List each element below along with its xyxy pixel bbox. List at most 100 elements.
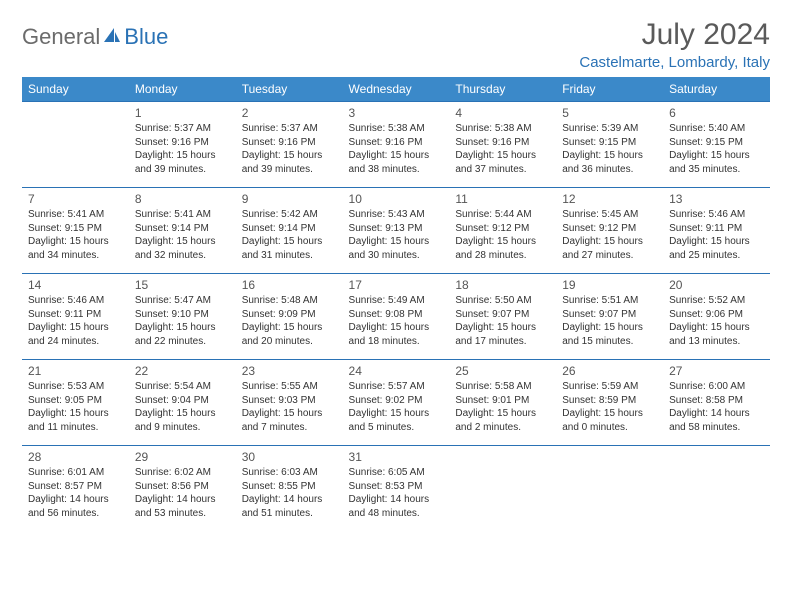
day-header: Sunday [22, 77, 129, 102]
day-info: Sunrise: 5:37 AMSunset: 9:16 PMDaylight:… [135, 122, 230, 176]
day-info: Sunrise: 5:57 AMSunset: 9:02 PMDaylight:… [349, 380, 444, 434]
day-number: 7 [28, 192, 123, 206]
day-number: 28 [28, 450, 123, 464]
calendar-cell: 11 Sunrise: 5:44 AMSunset: 9:12 PMDayligh… [449, 188, 556, 274]
day-number: 10 [349, 192, 444, 206]
day-info: Sunrise: 5:50 AMSunset: 9:07 PMDaylight:… [455, 294, 550, 348]
day-header: Friday [556, 77, 663, 102]
calendar-cell-empty [663, 446, 770, 532]
calendar-cell: 13 Sunrise: 5:46 AMSunset: 9:11 PMDayligh… [663, 188, 770, 274]
day-info: Sunrise: 6:00 AMSunset: 8:58 PMDaylight:… [669, 380, 764, 434]
logo-text-blue: Blue [124, 24, 168, 50]
location-text: Castelmarte, Lombardy, Italy [579, 54, 770, 71]
day-number: 17 [349, 278, 444, 292]
calendar-cell: 15Sunrise: 5:47 AMSunset: 9:10 PMDayligh… [129, 274, 236, 360]
day-number: 13 [669, 192, 764, 206]
logo-text-general: General [22, 24, 100, 50]
logo: General Blue [22, 24, 168, 50]
day-number: 24 [349, 364, 444, 378]
day-number: 1 [135, 106, 230, 120]
day-number: 29 [135, 450, 230, 464]
calendar-cell: 22 Sunrise: 5:54 AMSunset: 9:04 PMDayligh… [129, 360, 236, 446]
calendar-row: 28 Sunrise: 6:01 AMSunset: 8:57 PMDayligh… [22, 446, 770, 532]
day-info: Sunrise: 5:40 AMSunset: 9:15 PMDaylight:… [669, 122, 764, 176]
day-info: Sunrise: 5:38 AMSunset: 9:16 PMDaylight:… [455, 122, 550, 176]
calendar-body: 1 Sunrise: 5:37 AMSunset: 9:16 PMDaylight… [22, 102, 770, 532]
day-info: Sunrise: 5:41 AMSunset: 9:14 PMDaylight:… [135, 208, 230, 262]
calendar-cell: 1 Sunrise: 5:37 AMSunset: 9:16 PMDaylight… [129, 102, 236, 188]
day-number: 22 [135, 364, 230, 378]
calendar-cell-empty [22, 102, 129, 188]
calendar-cell-empty [449, 446, 556, 532]
day-info: Sunrise: 5:55 AMSunset: 9:03 PMDaylight:… [242, 380, 337, 434]
calendar-cell: 31 Sunrise: 6:05 AMSunset: 8:53 PMDayligh… [343, 446, 450, 532]
calendar-cell: 12Sunrise: 5:45 AMSunset: 9:12 PMDayligh… [556, 188, 663, 274]
calendar-row: 21Sunrise: 5:53 AMSunset: 9:05 PMDayligh… [22, 360, 770, 446]
calendar-cell: 18 Sunrise: 5:50 AMSunset: 9:07 PMDayligh… [449, 274, 556, 360]
calendar-cell: 21Sunrise: 5:53 AMSunset: 9:05 PMDayligh… [22, 360, 129, 446]
day-header: Tuesday [236, 77, 343, 102]
day-header: Wednesday [343, 77, 450, 102]
calendar-cell: 2 Sunrise: 5:37 AMSunset: 9:16 PMDaylight… [236, 102, 343, 188]
day-info: Sunrise: 5:52 AMSunset: 9:06 PMDaylight:… [669, 294, 764, 348]
day-info: Sunrise: 5:42 AMSunset: 9:14 PMDaylight:… [242, 208, 337, 262]
day-info: Sunrise: 5:54 AMSunset: 9:04 PMDaylight:… [135, 380, 230, 434]
day-number: 18 [455, 278, 550, 292]
calendar-cell: 10 Sunrise: 5:43 AMSunset: 9:13 PMDayligh… [343, 188, 450, 274]
day-number: 11 [455, 192, 550, 206]
calendar-cell: 7 Sunrise: 5:41 AMSunset: 9:15 PMDaylight… [22, 188, 129, 274]
day-info: Sunrise: 5:41 AMSunset: 9:15 PMDaylight:… [28, 208, 123, 262]
day-info: Sunrise: 5:49 AMSunset: 9:08 PMDaylight:… [349, 294, 444, 348]
calendar-cell: 20 Sunrise: 5:52 AMSunset: 9:06 PMDayligh… [663, 274, 770, 360]
day-header: Saturday [663, 77, 770, 102]
day-number: 20 [669, 278, 764, 292]
calendar-cell: 24 Sunrise: 5:57 AMSunset: 9:02 PMDayligh… [343, 360, 450, 446]
day-info: Sunrise: 5:53 AMSunset: 9:05 PMDaylight:… [28, 380, 123, 434]
calendar-cell: 27Sunrise: 6:00 AMSunset: 8:58 PMDayligh… [663, 360, 770, 446]
calendar-table: SundayMondayTuesdayWednesdayThursdayFrid… [22, 77, 770, 532]
calendar-cell: 9 Sunrise: 5:42 AMSunset: 9:14 PMDaylight… [236, 188, 343, 274]
day-number: 6 [669, 106, 764, 120]
day-info: Sunrise: 5:47 AMSunset: 9:10 PMDaylight:… [135, 294, 230, 348]
day-number: 16 [242, 278, 337, 292]
day-info: Sunrise: 5:46 AMSunset: 9:11 PMDaylight:… [28, 294, 123, 348]
day-info: Sunrise: 5:48 AMSunset: 9:09 PMDaylight:… [242, 294, 337, 348]
month-title: July 2024 [579, 18, 770, 52]
calendar-cell: 25 Sunrise: 5:58 AMSunset: 9:01 PMDayligh… [449, 360, 556, 446]
day-number: 2 [242, 106, 337, 120]
day-number: 14 [28, 278, 123, 292]
day-info: Sunrise: 5:38 AMSunset: 9:16 PMDaylight:… [349, 122, 444, 176]
day-number: 19 [562, 278, 657, 292]
header-bar: General Blue July 2024 Castelmarte, Lomb… [22, 18, 770, 71]
calendar-cell: 30Sunrise: 6:03 AMSunset: 8:55 PMDayligh… [236, 446, 343, 532]
day-info: Sunrise: 6:02 AMSunset: 8:56 PMDaylight:… [135, 466, 230, 520]
day-info: Sunrise: 5:59 AMSunset: 8:59 PMDaylight:… [562, 380, 657, 434]
calendar-cell: 14 Sunrise: 5:46 AMSunset: 9:11 PMDayligh… [22, 274, 129, 360]
calendar-cell: 29 Sunrise: 6:02 AMSunset: 8:56 PMDayligh… [129, 446, 236, 532]
calendar-cell: 19 Sunrise: 5:51 AMSunset: 9:07 PMDayligh… [556, 274, 663, 360]
day-info: Sunrise: 5:43 AMSunset: 9:13 PMDaylight:… [349, 208, 444, 262]
calendar-cell: 26 Sunrise: 5:59 AMSunset: 8:59 PMDayligh… [556, 360, 663, 446]
day-info: Sunrise: 5:45 AMSunset: 9:12 PMDaylight:… [562, 208, 657, 262]
day-info: Sunrise: 5:58 AMSunset: 9:01 PMDaylight:… [455, 380, 550, 434]
day-number: 31 [349, 450, 444, 464]
day-number: 25 [455, 364, 550, 378]
day-number: 30 [242, 450, 337, 464]
day-header: Monday [129, 77, 236, 102]
day-info: Sunrise: 5:51 AMSunset: 9:07 PMDaylight:… [562, 294, 657, 348]
day-number: 26 [562, 364, 657, 378]
calendar-cell: 3Sunrise: 5:38 AMSunset: 9:16 PMDaylight… [343, 102, 450, 188]
day-info: Sunrise: 6:01 AMSunset: 8:57 PMDaylight:… [28, 466, 123, 520]
calendar-row: 7 Sunrise: 5:41 AMSunset: 9:15 PMDaylight… [22, 188, 770, 274]
day-info: Sunrise: 5:37 AMSunset: 9:16 PMDaylight:… [242, 122, 337, 176]
sail-icon [102, 26, 122, 49]
title-block: July 2024 Castelmarte, Lombardy, Italy [579, 18, 770, 71]
day-info: Sunrise: 5:39 AMSunset: 9:15 PMDaylight:… [562, 122, 657, 176]
calendar-cell: 4 Sunrise: 5:38 AMSunset: 9:16 PMDaylight… [449, 102, 556, 188]
day-number: 9 [242, 192, 337, 206]
day-info: Sunrise: 5:44 AMSunset: 9:12 PMDaylight:… [455, 208, 550, 262]
day-number: 4 [455, 106, 550, 120]
day-info: Sunrise: 5:46 AMSunset: 9:11 PMDaylight:… [669, 208, 764, 262]
calendar-cell: 28 Sunrise: 6:01 AMSunset: 8:57 PMDayligh… [22, 446, 129, 532]
day-info: Sunrise: 6:05 AMSunset: 8:53 PMDaylight:… [349, 466, 444, 520]
